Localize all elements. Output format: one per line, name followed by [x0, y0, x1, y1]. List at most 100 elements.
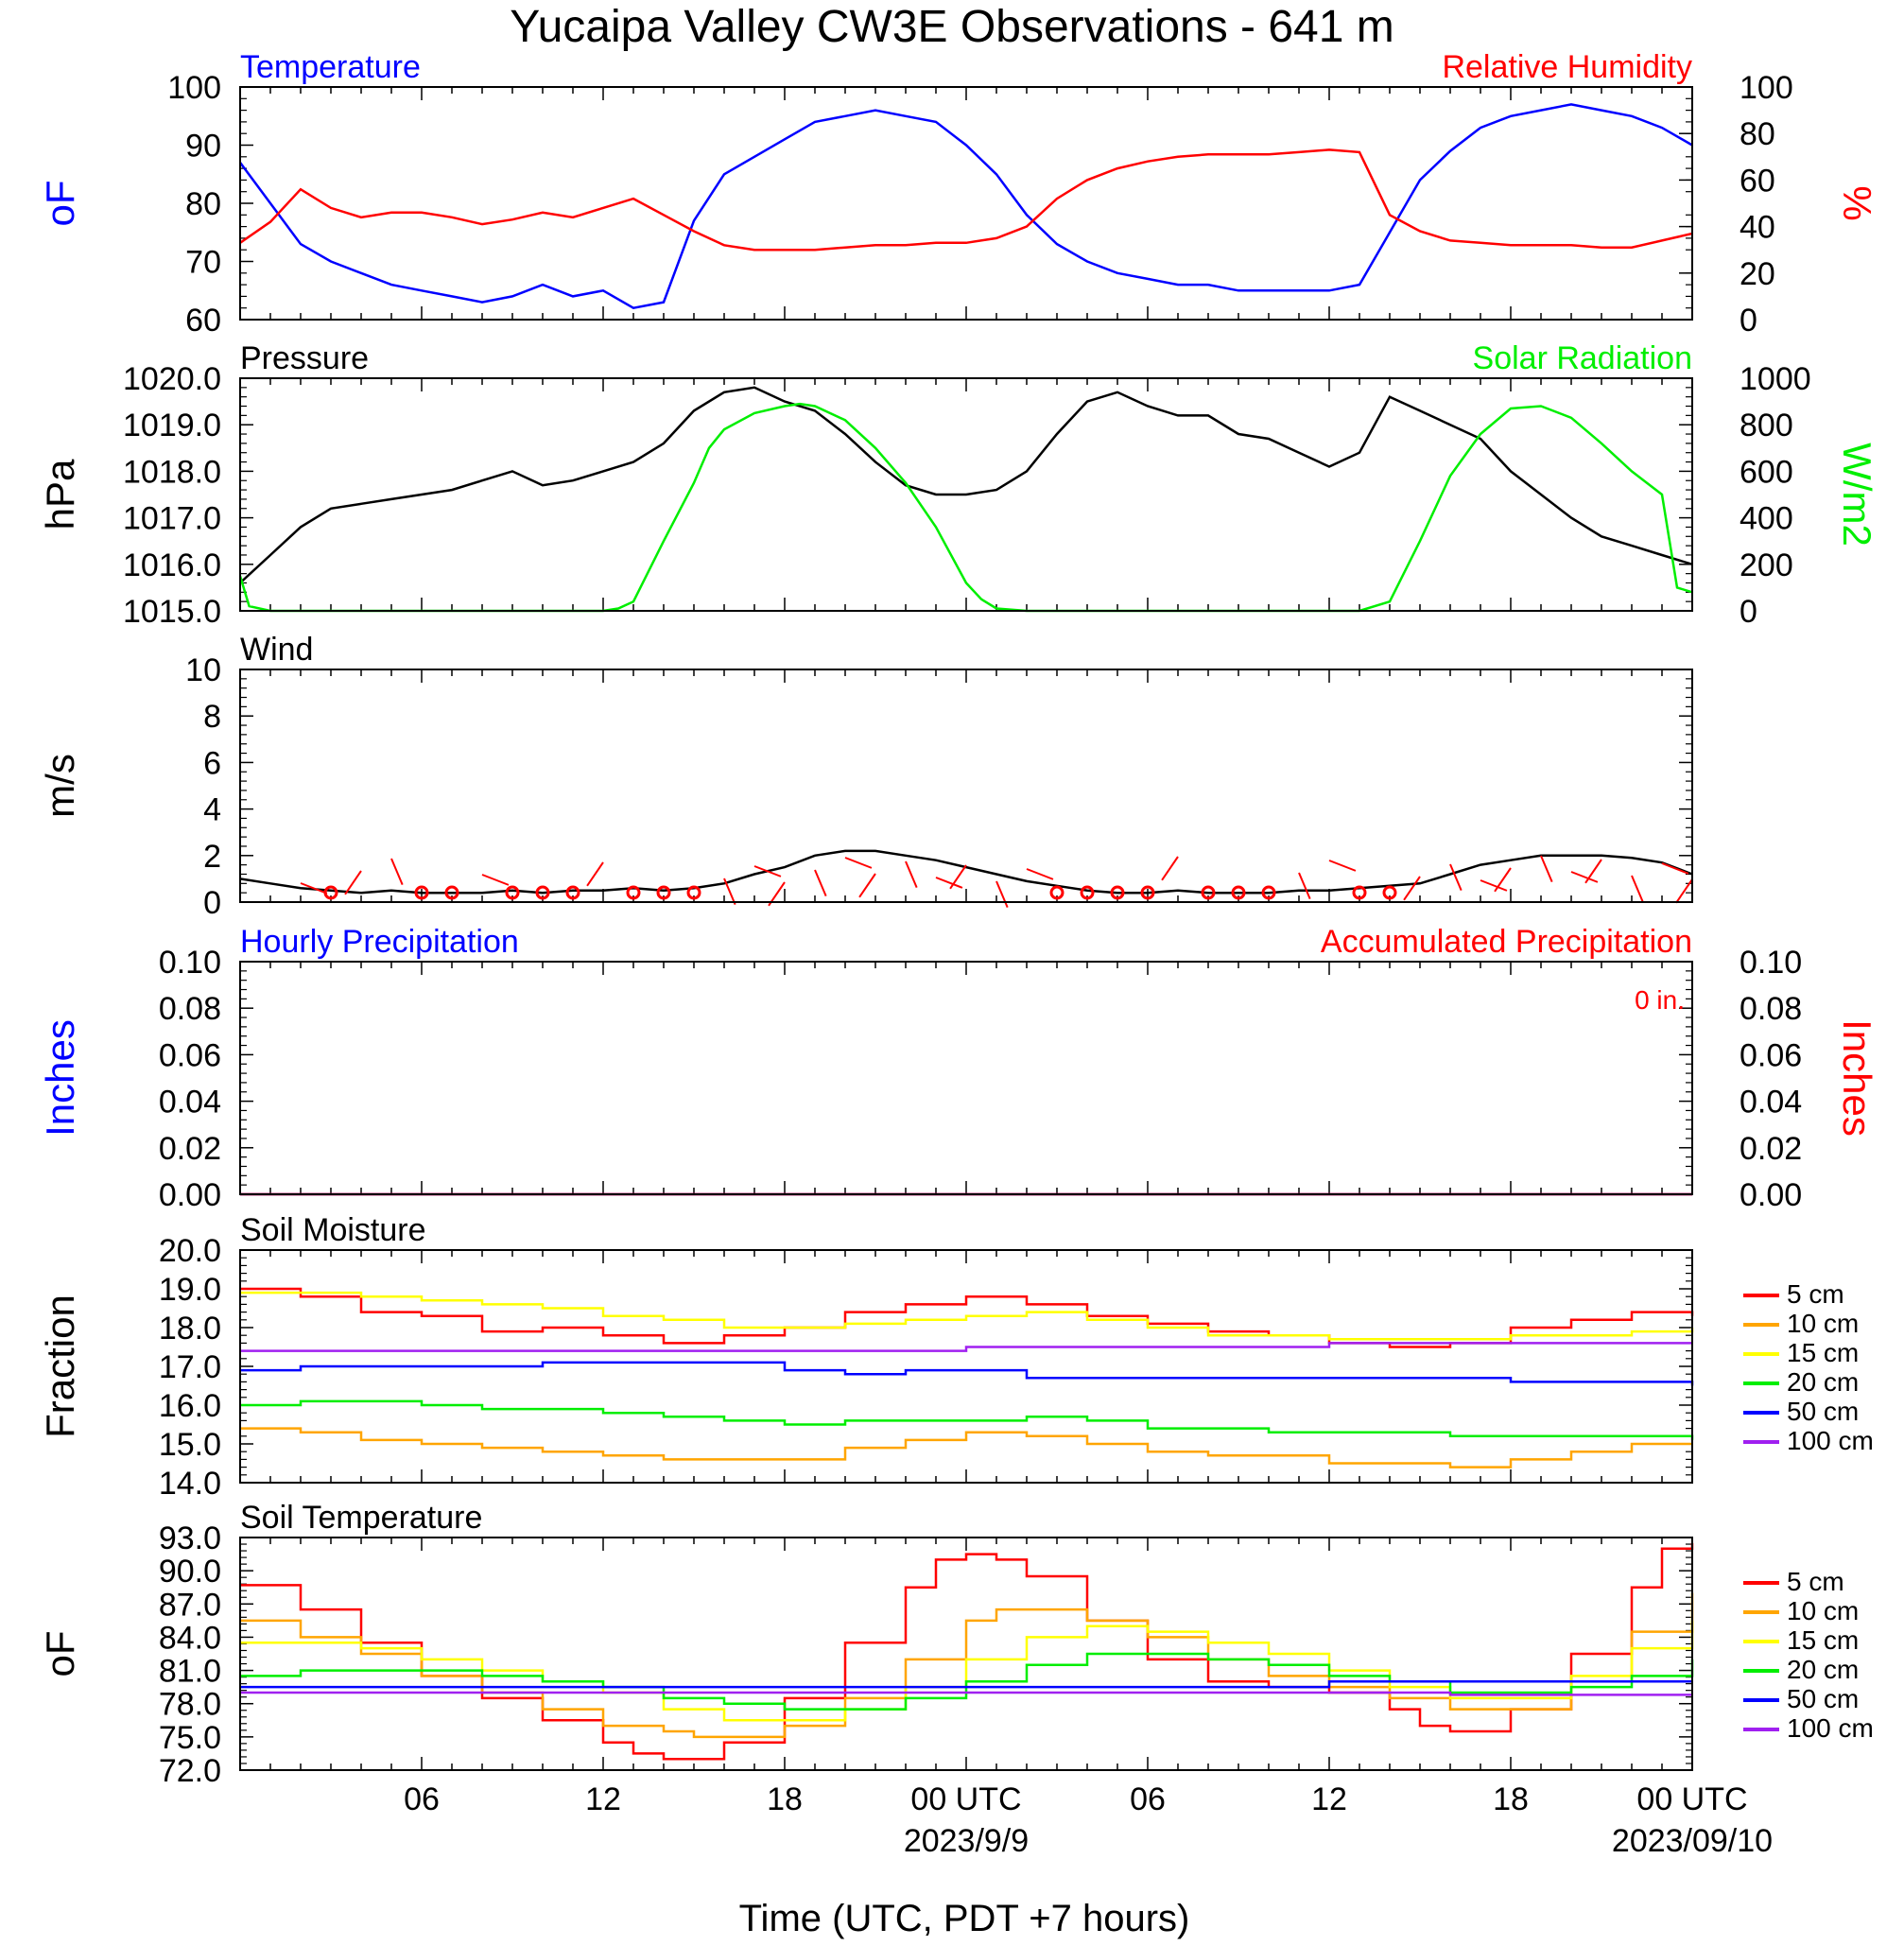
series-line-pressure [239, 386, 1693, 584]
y-tick-label-right: 200 [1740, 547, 1793, 583]
panel-title-right: Relative Humidity [1442, 49, 1692, 85]
y-tick-label-right: 0.10 [1740, 945, 1802, 981]
legend-label: 5 cm [1787, 1567, 1844, 1596]
y-tick-label-right: 600 [1740, 454, 1793, 490]
y-tick-label-left: 8 [203, 699, 221, 735]
wind-barb [300, 882, 328, 895]
x-tick-date-label: 2023/9/9 [904, 1823, 1029, 1859]
wind-barb [390, 858, 404, 886]
y-tick-label-right: 20 [1740, 256, 1775, 292]
legend-label: 10 cm [1787, 1309, 1859, 1338]
plot-frame [239, 669, 1693, 903]
wind-barb [1494, 867, 1512, 893]
series-line-100-cm [240, 1342, 1692, 1352]
y-axis-label-left: oF [38, 180, 82, 226]
time-axis: 06 12 18 00 UTC 2023/9/9 06 12 18 00 UTC 2023/09/… [404, 1781, 1773, 1859]
calm-wind-circle [565, 885, 580, 900]
y-tick-label-left: 0.00 [159, 1177, 221, 1213]
wind-barb [1403, 876, 1421, 901]
wind-barb [1298, 872, 1311, 900]
calm-wind-circle [656, 885, 671, 900]
wind-barb [1675, 878, 1693, 904]
x-tick-label: 12 [585, 1781, 621, 1817]
series-line-20-cm [240, 1652, 1694, 1711]
y-tick-label-left: 70 [185, 245, 221, 281]
wind-barb [1480, 879, 1508, 892]
panel-title-left: Pressure [240, 340, 369, 376]
legend-label: 50 cm [1787, 1397, 1859, 1426]
plot-frame [239, 377, 1693, 612]
calm-wind-circle [505, 885, 520, 900]
y-axis-label-left: oF [38, 1630, 82, 1677]
y-axis-label-left: Inches [38, 1019, 82, 1137]
wind-barb [949, 864, 967, 890]
y-tick-label-right: 0 [1740, 303, 1757, 339]
y-tick-label-right: 0.04 [1740, 1085, 1802, 1121]
y-tick-label-left: 17.0 [159, 1349, 221, 1385]
panel-title-right: Accumulated Precipitation [1321, 924, 1692, 960]
panel-6: 72.075.078.081.084.087.090.093.0 Soil Tem… [38, 1500, 1874, 1789]
calm-wind-circle [1080, 885, 1095, 900]
y-tick-label-right: 800 [1740, 408, 1793, 443]
x-tick-label: 18 [1493, 1781, 1529, 1817]
x-tick-label: 06 [1130, 1781, 1166, 1817]
calm-wind-circle [414, 885, 429, 900]
wind-barb [753, 865, 782, 877]
panel-title-left: Wind [240, 632, 313, 668]
calm-wind-circle [1049, 885, 1065, 900]
wind-barb [1161, 856, 1179, 881]
wind-barb [723, 877, 736, 906]
wind-barb [344, 870, 362, 895]
calm-wind-circle [1140, 885, 1155, 900]
y-tick-label-right: 80 [1740, 116, 1775, 152]
wind-barb [844, 857, 873, 869]
wind-barb [995, 880, 1009, 909]
y-tick-label-right: 0.00 [1740, 1177, 1802, 1213]
legend-label: 15 cm [1787, 1338, 1859, 1367]
calm-wind-circle [1261, 885, 1276, 900]
y-tick-label-left: 93.0 [159, 1520, 221, 1556]
y-tick-label-left: 1018.0 [123, 454, 221, 490]
series-line-solar-radiation [238, 402, 1693, 613]
series-line-temperature [238, 103, 1693, 310]
legend-label: 5 cm [1787, 1279, 1844, 1309]
plot-frame [239, 1249, 1693, 1484]
panel-3: 0 2 4 6 8 10 Wind m/s [38, 632, 1693, 921]
panel-title-left: Hourly Precipitation [240, 924, 519, 960]
y-tick-label-left: 80 [185, 186, 221, 222]
panel-1: 60 70 80 90 100 0 20 40 60 80 100 Temperature Relati… [38, 49, 1879, 339]
wind-barb [1026, 868, 1054, 880]
calm-wind-circle [1201, 885, 1216, 900]
legend-label: 15 cm [1787, 1625, 1859, 1655]
panel-4: 0.00 0.02 0.04 0.06 0.08 0.10 0.00 0.02 0.04 0.06… [38, 924, 1879, 1213]
series-line-10-cm [240, 1427, 1692, 1468]
x-tick-label: 00 UTC [1636, 1781, 1747, 1817]
y-tick-label-left: 20.0 [159, 1233, 221, 1269]
wind-barb [814, 869, 827, 897]
x-axis-label: Time (UTC, PDT +7 hours) [739, 1898, 1190, 1939]
wind-barb [935, 877, 963, 889]
y-axis-label-right: Inches [1835, 1019, 1879, 1137]
wind-barb [905, 860, 918, 889]
y-tick-label-left: 72.0 [159, 1753, 221, 1789]
y-axis-label-right: W/m2 [1835, 443, 1879, 547]
y-tick-label-right: 1000 [1740, 361, 1811, 397]
legend-label: 20 cm [1787, 1655, 1859, 1684]
y-tick-label-left: 1019.0 [123, 408, 221, 443]
y-tick-label-left: 0.02 [159, 1131, 221, 1167]
panel-title-right: Solar Radiation [1473, 340, 1692, 376]
y-tick-label-left: 18.0 [159, 1311, 221, 1347]
calm-wind-circle [1382, 885, 1397, 900]
legend-label: 50 cm [1787, 1684, 1859, 1713]
figure-title: Yucaipa Valley CW3E Observations - 641 m [510, 2, 1394, 52]
y-tick-label-left: 0.06 [159, 1037, 221, 1073]
legend-label: 100 cm [1787, 1713, 1874, 1743]
wind-barb [1540, 855, 1553, 883]
y-tick-label-left: 1016.0 [123, 547, 221, 583]
calm-wind-circle [1352, 885, 1367, 900]
panel-title-left: Soil Moisture [240, 1212, 426, 1248]
y-tick-label-right: 100 [1740, 70, 1793, 106]
wind-barb [1449, 863, 1463, 892]
